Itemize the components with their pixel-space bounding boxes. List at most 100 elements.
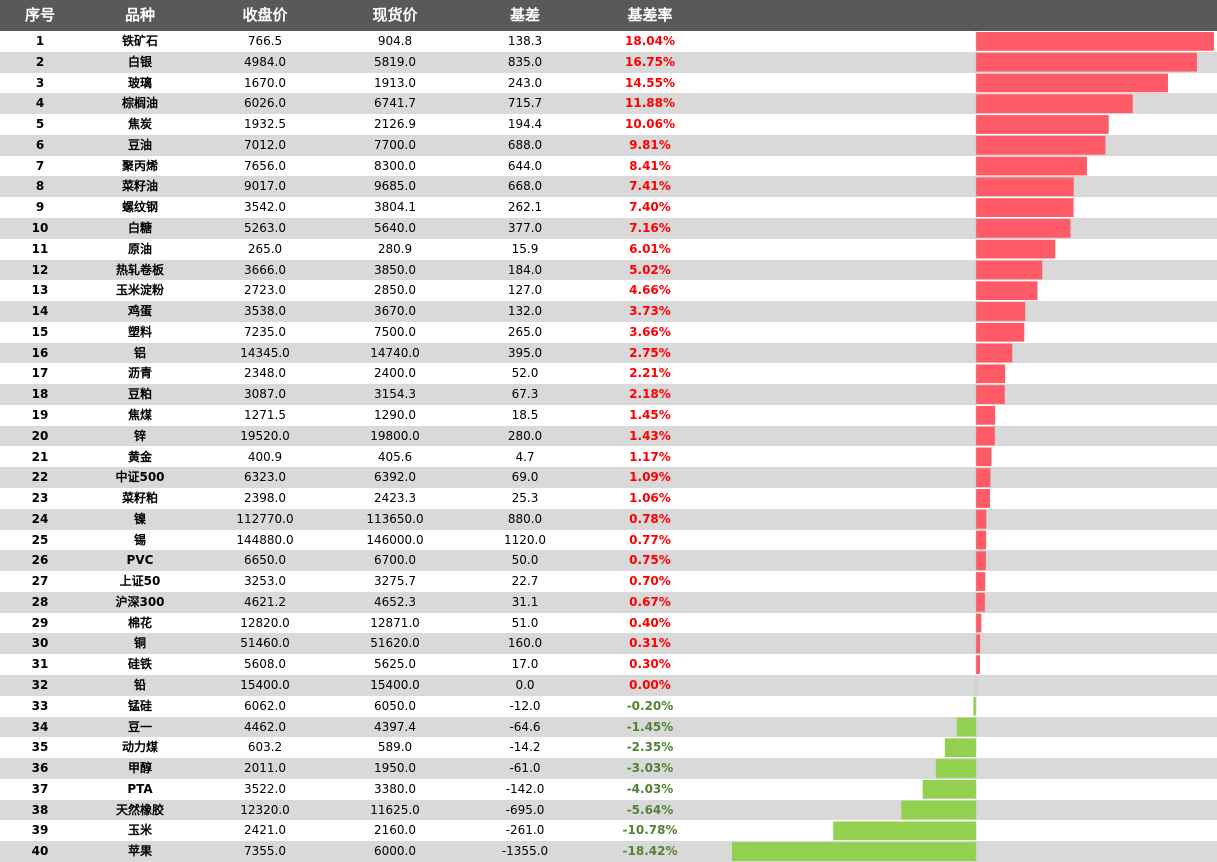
row-basis: 0.0 — [515, 678, 535, 693]
row-basis: 835.0 — [507, 54, 543, 69]
row-basis: -12.0 — [509, 698, 541, 713]
row-index: 10 — [31, 220, 49, 235]
table-header: 序号 品种 收盘价 现货价 基差 基差率 — [0, 0, 1217, 31]
row-basis-rate: -10.78% — [622, 823, 678, 838]
table-row: 36 甲醇 2011.0 1950.0 -61.0 -3.03% — [0, 758, 1217, 779]
row-index: 38 — [31, 802, 49, 817]
row-close-price: 2398.0 — [244, 491, 286, 506]
row-close-price: 14345.0 — [240, 345, 290, 360]
row-spot-price: 6000.0 — [374, 844, 416, 859]
table-row: 24 镍 112770.0 113650.0 880.0 0.78% — [0, 508, 1217, 530]
table-row: 14 鸡蛋 3538.0 3670.0 132.0 3.73% — [0, 301, 1217, 322]
row-close-price: 7656.0 — [244, 158, 286, 173]
bar-14 — [976, 302, 1026, 321]
row-close-price: 12320.0 — [240, 802, 290, 817]
bar-2 — [976, 52, 1197, 72]
bar-18 — [976, 385, 1005, 404]
row-spot-price: 904.8 — [377, 34, 413, 48]
bar-37 — [922, 779, 976, 799]
table-row: 1 铁矿石 766.5 904.8 138.3 18.04% — [0, 31, 1217, 52]
table-row: 21 黄金 400.9 405.6 4.7 1.17% — [0, 447, 1217, 468]
bar-35 — [944, 738, 976, 758]
bar-19 — [976, 405, 996, 425]
row-basis-rate: 0.40% — [629, 615, 671, 630]
row-basis: 160.0 — [507, 636, 543, 651]
row-name: 鸡蛋 — [127, 304, 152, 319]
bar-40 — [732, 842, 976, 861]
row-spot-price: 4397.4 — [374, 719, 416, 734]
bar-17 — [976, 364, 1006, 384]
row-name: 原油 — [127, 241, 152, 256]
row-index: 40 — [31, 844, 49, 859]
row-spot-price: 14740.0 — [370, 345, 420, 360]
bar-30 — [976, 634, 981, 654]
row-spot-price: 5625.0 — [374, 657, 416, 672]
header-rate: 基差率 — [627, 6, 673, 24]
row-basis: 132.0 — [507, 304, 543, 319]
row-index: 31 — [31, 657, 49, 672]
row-name: 玉米 — [127, 823, 152, 838]
row-basis-rate: 0.00% — [629, 678, 671, 693]
row-name: 铜 — [133, 636, 146, 651]
row-basis-rate: 0.75% — [629, 553, 671, 568]
row-basis: 69.0 — [511, 470, 539, 485]
row-spot-price: 589.0 — [377, 740, 413, 755]
row-basis: -1355.0 — [501, 844, 549, 859]
row-close-price: 3522.0 — [244, 781, 286, 796]
row-name: 沪深300 — [115, 594, 165, 609]
row-index: 5 — [35, 117, 45, 132]
row-close-price: 15400.0 — [240, 678, 290, 693]
row-index: 33 — [31, 698, 49, 713]
row-spot-price: 3804.1 — [374, 200, 416, 215]
bar-33 — [973, 696, 976, 716]
row-close-price: 2011.0 — [244, 761, 286, 776]
row-index: 15 — [31, 324, 49, 339]
bar-29 — [976, 613, 982, 633]
row-close-price: 3542.0 — [244, 200, 286, 215]
row-basis-rate: 16.75% — [625, 54, 675, 69]
row-basis: -261.0 — [505, 823, 545, 838]
row-index: 17 — [31, 366, 49, 381]
table-row: 39 玉米 2421.0 2160.0 -261.0 -10.78% — [0, 820, 1217, 841]
table-row: 13 玉米淀粉 2723.0 2850.0 127.0 4.66% — [0, 280, 1217, 301]
row-basis-rate: -1.45% — [626, 719, 674, 734]
table-row: 22 中证500 6323.0 6392.0 69.0 1.09% — [0, 467, 1217, 489]
row-name: 豆一 — [127, 719, 152, 734]
table-row: 4 棕榈油 6026.0 6741.7 715.7 11.88% — [0, 93, 1217, 115]
bar-15 — [976, 322, 1025, 342]
row-name: 棉花 — [127, 615, 152, 630]
row-basis: 644.0 — [507, 158, 543, 173]
row-spot-price: 11625.0 — [370, 802, 420, 817]
row-spot-price: 6700.0 — [374, 553, 416, 568]
row-index: 20 — [31, 428, 49, 443]
row-index: 37 — [31, 781, 49, 796]
row-basis-rate: 1.06% — [629, 491, 671, 506]
row-name: 苹果 — [127, 844, 152, 859]
row-index: 28 — [31, 594, 49, 609]
row-basis-rate: 2.18% — [629, 387, 671, 402]
row-basis-rate: -0.20% — [626, 698, 674, 713]
header-name: 品种 — [124, 6, 155, 24]
row-spot-price: 3380.0 — [374, 781, 416, 796]
row-spot-price: 7500.0 — [374, 324, 416, 339]
bar-10 — [976, 218, 1071, 238]
row-index: 25 — [31, 532, 49, 547]
row-basis-rate: 8.41% — [629, 158, 671, 173]
row-close-price: 6650.0 — [244, 553, 286, 568]
row-close-price: 1932.5 — [244, 117, 286, 132]
row-basis: 4.7 — [515, 449, 535, 464]
table-row: 16 铝 14345.0 14740.0 395.0 2.75% — [0, 342, 1217, 364]
row-basis-rate: 10.06% — [625, 117, 675, 132]
row-basis-rate: 0.78% — [629, 511, 671, 526]
row-spot-price: 15400.0 — [370, 678, 420, 693]
row-name: 硅铁 — [127, 657, 152, 672]
row-index: 30 — [31, 636, 49, 651]
row-basis: 50.0 — [511, 553, 539, 568]
row-spot-price: 2126.9 — [374, 117, 416, 132]
row-index: 24 — [31, 511, 49, 526]
row-name: 焦炭 — [127, 117, 152, 132]
row-basis-rate: -5.64% — [626, 802, 674, 817]
row-spot-price: 1950.0 — [374, 761, 416, 776]
row-close-price: 2421.0 — [244, 823, 286, 838]
row-close-price: 3253.0 — [244, 574, 286, 589]
